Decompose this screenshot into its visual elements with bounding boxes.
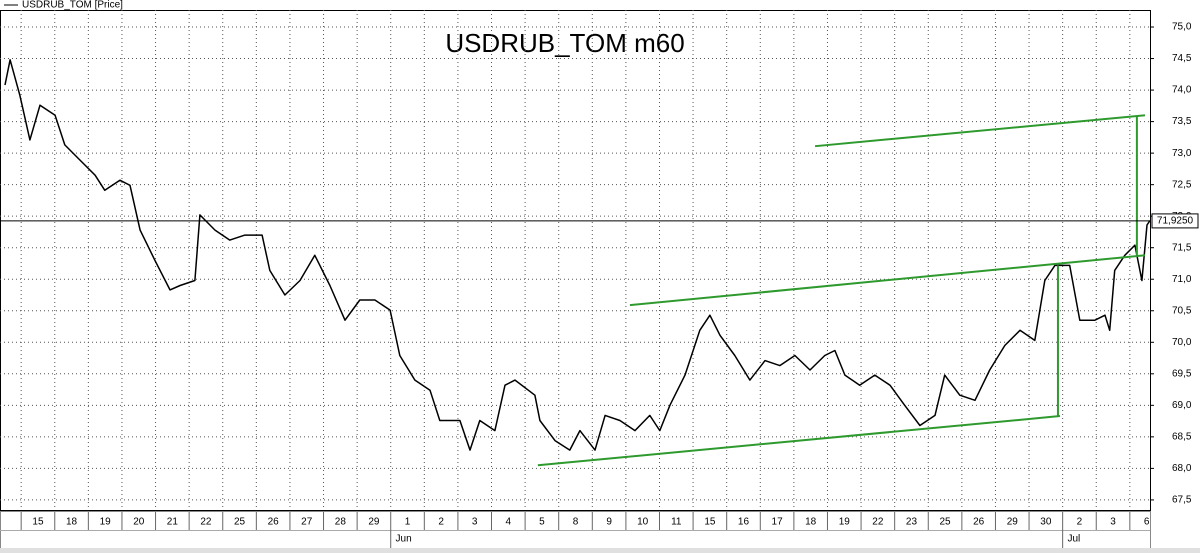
last-price-label: 71,9250 <box>1157 216 1194 227</box>
y-tick-label: 69,0 <box>1172 400 1192 411</box>
y-tick-label: 68,0 <box>1172 463 1192 474</box>
x-tick-label: 22 <box>200 517 212 528</box>
x-tick-label: 23 <box>906 517 918 528</box>
x-tick-label: 16 <box>738 517 750 528</box>
x-tick-label: 29 <box>1007 517 1019 528</box>
x-tick-label: 25 <box>234 517 246 528</box>
x-tick-label: 2 <box>1077 517 1083 528</box>
y-tick-label: 73,5 <box>1172 116 1192 127</box>
x-tick-label: 22 <box>872 517 884 528</box>
y-tick-label: 74,0 <box>1172 85 1192 96</box>
trend-line <box>814 114 1146 148</box>
x-tick-label: 6 <box>1144 517 1150 528</box>
scrollbar <box>0 548 1200 553</box>
price-line <box>4 59 1151 451</box>
x-tick-label: 29 <box>368 517 380 528</box>
x-tick-label: 20 <box>133 517 145 528</box>
x-tick-label: 11 <box>671 517 682 528</box>
y-tick-label: 73,0 <box>1172 148 1192 159</box>
x-tick-label: 3 <box>472 517 478 528</box>
plot-frame <box>0 10 1151 511</box>
x-tick-label: 2 <box>438 517 444 528</box>
x-tick-label: 25 <box>940 517 952 528</box>
legend-label: USDRUB_TOM [Price] <box>22 0 123 11</box>
x-tick-label: 18 <box>66 517 78 528</box>
x-tick-label: 26 <box>973 517 985 528</box>
y-tick-label: 70,0 <box>1172 337 1192 348</box>
trend-line <box>537 415 1061 467</box>
x-tick-label: 1 <box>405 517 411 528</box>
x-tick-label: 8 <box>573 517 579 528</box>
last-price-box <box>1151 213 1199 229</box>
x-tick-label: 4 <box>506 517 512 528</box>
x-tick-label: 19 <box>839 517 851 528</box>
x-tick-label: 9 <box>606 517 612 528</box>
x-tick-label: 17 <box>772 517 784 528</box>
month-label: Jun <box>396 534 412 545</box>
y-tick-label: 75,0 <box>1172 22 1192 33</box>
y-tick-label: 71,0 <box>1172 274 1192 285</box>
x-tick-label: 5 <box>539 517 545 528</box>
y-tick-label: 72,5 <box>1172 179 1192 190</box>
x-tick-label: 18 <box>805 517 817 528</box>
x-tick-label: 15 <box>32 517 44 528</box>
trend-line <box>629 254 1146 307</box>
x-tick-label: 26 <box>268 517 280 528</box>
month-label: Jul <box>1067 534 1080 545</box>
y-tick-label: 71,5 <box>1172 242 1192 253</box>
chart-title: USDRUB_TOM m60 <box>445 28 684 58</box>
y-tick-label: 74,5 <box>1172 53 1192 64</box>
x-tick-label: 30 <box>1040 517 1052 528</box>
x-tick-label: 10 <box>637 517 649 528</box>
x-tick-label: 28 <box>335 517 347 528</box>
x-tick-label: 21 <box>167 517 179 528</box>
x-tick-label: 27 <box>301 517 313 528</box>
x-tick-label: 3 <box>1110 517 1116 528</box>
x-tick-label: 19 <box>100 517 112 528</box>
x-tick-label: 15 <box>704 517 716 528</box>
y-tick-label: 69,5 <box>1172 368 1192 379</box>
y-tick-label: 68,5 <box>1172 432 1192 443</box>
y-tick-label: 70,5 <box>1172 305 1192 316</box>
y-tick-label: 67,5 <box>1172 495 1192 506</box>
